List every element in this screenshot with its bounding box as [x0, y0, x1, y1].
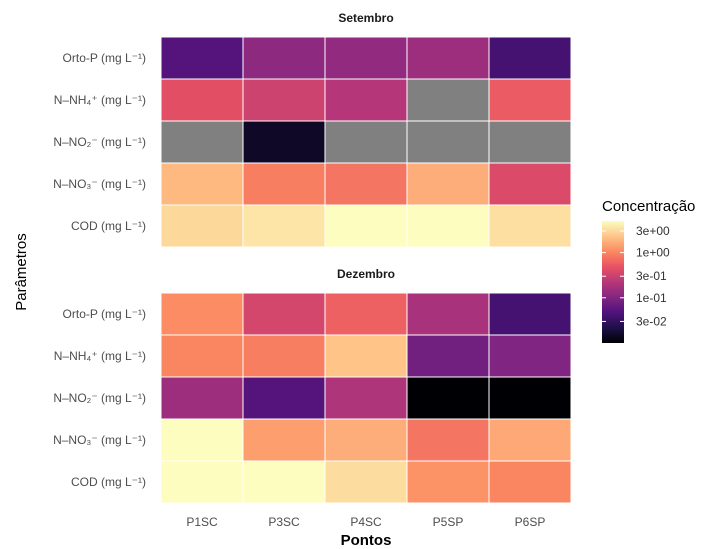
heatmap-cell [406, 204, 490, 248]
heatmap-cell [324, 204, 408, 248]
heatmap-cell [324, 460, 408, 504]
facet-1: Dezembro Orto-P (mg L⁻¹) N–NH₄⁺ (mg L⁻¹) N–… [53, 267, 572, 504]
x-tick-labels: P1SC P3SC P4SC P5SP P6SP [186, 515, 545, 529]
heatmap-cell [488, 162, 572, 206]
heatmap-cell [406, 162, 490, 206]
row-label: N–NH₄⁺ (mg L⁻¹) [54, 93, 146, 107]
heatmap-cell [324, 292, 408, 336]
row-label: Orto-P (mg L⁻¹) [63, 51, 146, 65]
heatmap-cell [160, 120, 244, 164]
legend-tick-label: 1e-01 [636, 291, 667, 305]
heatmap-cell [488, 418, 572, 462]
facet-panels: Setembro Orto-P (mg L⁻¹) N–NH₄⁺ (mg L⁻¹) N–… [53, 11, 572, 504]
heatmap-cell [160, 36, 244, 80]
row-label: Orto-P (mg L⁻¹) [63, 307, 146, 321]
row-label: COD (mg L⁻¹) [71, 475, 146, 489]
heatmap-cell [160, 334, 244, 378]
heatmap-cell [406, 334, 490, 378]
heatmap-cell [324, 120, 408, 164]
legend-tick-label: 3e+00 [636, 224, 670, 238]
x-tick-label: P6SP [515, 515, 546, 529]
legend-tick-label: 1e+00 [636, 246, 670, 260]
facet-title: Dezembro [337, 267, 395, 281]
heatmap-cell [324, 78, 408, 122]
x-tick-label: P4SC [350, 515, 382, 529]
x-tick-label: P1SC [186, 515, 218, 529]
row-label: N–NH₄⁺ (mg L⁻¹) [54, 349, 146, 363]
row-label: N–NO₂⁻ (mg L⁻¹) [53, 135, 146, 149]
heatmap-cell [324, 376, 408, 420]
heatmap-cell [488, 204, 572, 248]
row-label: COD (mg L⁻¹) [71, 219, 146, 233]
heatmap-cell [242, 78, 326, 122]
legend-tick-label: 3e-01 [636, 269, 667, 283]
heatmap-cell [488, 36, 572, 80]
heatmap-cell [242, 376, 326, 420]
heatmap-cell [324, 162, 408, 206]
x-tick-label: P5SP [433, 515, 464, 529]
y-axis-title: Parâmetros [13, 233, 30, 311]
x-tick-label: P3SC [268, 515, 300, 529]
heatmap-cell [324, 418, 408, 462]
heatmap-cell [160, 204, 244, 248]
legend-title: Concentração [602, 198, 695, 215]
heatmap-cell [160, 460, 244, 504]
heatmap-cell [160, 376, 244, 420]
heatmap-cell [242, 418, 326, 462]
facet-0: Setembro Orto-P (mg L⁻¹) N–NH₄⁺ (mg L⁻¹) N–… [53, 11, 572, 248]
facet-title: Setembro [338, 11, 393, 25]
heatmap-cell [406, 376, 490, 420]
heatmap-cell [488, 78, 572, 122]
heatmap-cell [406, 120, 490, 164]
heatmap-cell [488, 120, 572, 164]
heatmap-cell [488, 460, 572, 504]
heatmap-cell [242, 162, 326, 206]
legend-ticks: 3e+00 1e+00 3e-01 1e-01 3e-02 [602, 224, 670, 328]
heatmap-cell [406, 36, 490, 80]
heatmap-cell [242, 204, 326, 248]
legend-tick-label: 3e-02 [636, 314, 667, 328]
heatmap-cell [406, 418, 490, 462]
heatmap-cell [324, 334, 408, 378]
heatmap-cell [242, 120, 326, 164]
row-label: N–NO₃⁻ (mg L⁻¹) [53, 433, 146, 447]
heatmap-cell [406, 292, 490, 336]
heatmap-cell [242, 334, 326, 378]
heatmap-cell [242, 36, 326, 80]
heatmap-cell [242, 292, 326, 336]
heatmap-cell [406, 460, 490, 504]
heatmap-cell [406, 78, 490, 122]
color-legend: Concentração 3e+00 1e+00 3e-01 1e-01 3e-02 [602, 198, 695, 343]
heatmap-cell [488, 376, 572, 420]
heatmap-cell [160, 418, 244, 462]
heatmap-cell [488, 292, 572, 336]
legend-colorbar [602, 221, 624, 343]
row-label: N–NO₃⁻ (mg L⁻¹) [53, 177, 146, 191]
heatmap-cell [160, 162, 244, 206]
heatmap-cell [242, 460, 326, 504]
x-axis-title: Pontos [341, 532, 392, 549]
heatmap-cell [488, 334, 572, 378]
heatmap-cell [324, 36, 408, 80]
heatmap-cell [160, 292, 244, 336]
heatmap-cell [160, 78, 244, 122]
row-label: N–NO₂⁻ (mg L⁻¹) [53, 391, 146, 405]
